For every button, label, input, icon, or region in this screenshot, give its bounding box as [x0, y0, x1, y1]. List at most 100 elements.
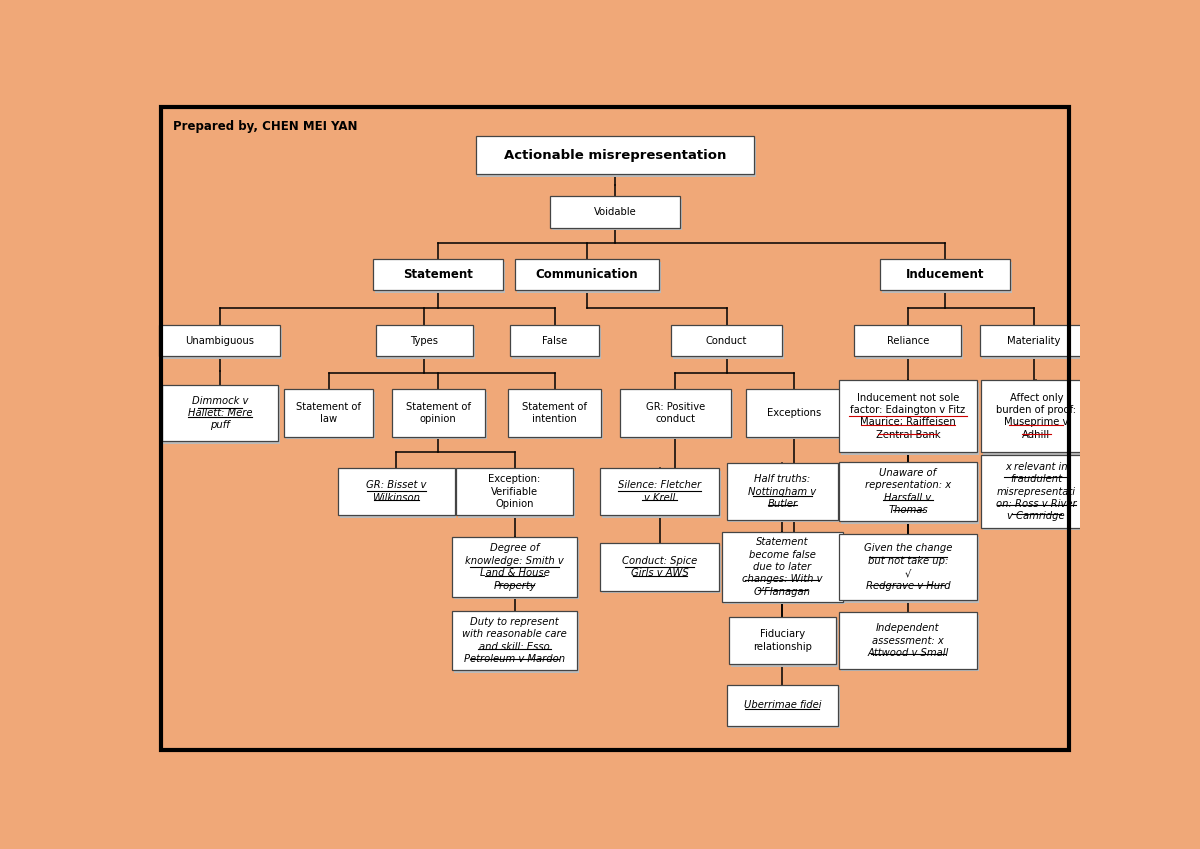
FancyBboxPatch shape	[552, 199, 682, 230]
FancyBboxPatch shape	[394, 392, 487, 439]
FancyBboxPatch shape	[839, 612, 977, 669]
FancyBboxPatch shape	[512, 328, 600, 359]
FancyBboxPatch shape	[619, 390, 731, 436]
FancyBboxPatch shape	[622, 392, 733, 439]
FancyBboxPatch shape	[983, 458, 1093, 531]
Text: Silence: Fletcher
v Krell: Silence: Fletcher v Krell	[618, 481, 701, 503]
FancyBboxPatch shape	[391, 390, 485, 436]
Text: Unaware of
representation: x
Harsfall v
Thomas: Unaware of representation: x Harsfall v …	[865, 468, 952, 515]
Text: Exceptions: Exceptions	[767, 408, 822, 418]
FancyBboxPatch shape	[161, 328, 282, 359]
Text: Voidable: Voidable	[594, 207, 636, 216]
Text: Dimmock v
Hallett: Mere
puff: Dimmock v Hallett: Mere puff	[187, 396, 252, 430]
Text: Statement of
intention: Statement of intention	[522, 402, 587, 424]
FancyBboxPatch shape	[980, 325, 1087, 357]
Text: Duty to represent
with reasonable care
and skill: Esso
Petroleum v Mardon: Duty to represent with reasonable care a…	[462, 617, 566, 664]
FancyBboxPatch shape	[839, 534, 977, 600]
FancyBboxPatch shape	[517, 261, 661, 293]
Text: Independent
assessment: x
Attwood v Small: Independent assessment: x Attwood v Smal…	[868, 623, 948, 658]
FancyBboxPatch shape	[338, 468, 455, 515]
Text: Reliance: Reliance	[887, 335, 929, 346]
FancyBboxPatch shape	[982, 380, 1091, 453]
FancyBboxPatch shape	[475, 137, 755, 174]
FancyBboxPatch shape	[373, 259, 504, 290]
Text: Actionable misrepresentation: Actionable misrepresentation	[504, 149, 726, 162]
FancyBboxPatch shape	[550, 196, 680, 228]
FancyBboxPatch shape	[510, 325, 599, 357]
FancyBboxPatch shape	[882, 261, 1012, 293]
FancyBboxPatch shape	[454, 540, 580, 599]
FancyBboxPatch shape	[748, 392, 845, 439]
FancyBboxPatch shape	[600, 543, 719, 591]
FancyBboxPatch shape	[728, 617, 836, 664]
FancyBboxPatch shape	[841, 464, 979, 524]
FancyBboxPatch shape	[673, 328, 785, 359]
Text: Statement: Statement	[403, 268, 473, 281]
FancyBboxPatch shape	[841, 383, 979, 455]
Text: Half truths:
Nottingham v
Butler: Half truths: Nottingham v Butler	[749, 475, 816, 509]
FancyBboxPatch shape	[727, 685, 839, 726]
Text: Affect only
burden of proof:
Museprime v
Adhill: Affect only burden of proof: Museprime v…	[996, 392, 1076, 440]
FancyBboxPatch shape	[982, 328, 1088, 359]
FancyBboxPatch shape	[458, 470, 575, 518]
FancyBboxPatch shape	[880, 259, 1010, 290]
FancyBboxPatch shape	[983, 383, 1093, 455]
Text: Conduct: Spice
Girls v AWS: Conduct: Spice Girls v AWS	[622, 556, 697, 578]
FancyBboxPatch shape	[376, 261, 505, 293]
FancyBboxPatch shape	[376, 325, 473, 357]
Text: Types: Types	[410, 335, 438, 346]
FancyBboxPatch shape	[284, 390, 373, 436]
FancyBboxPatch shape	[600, 468, 719, 515]
Text: Degree of
knowledge: Smith v
Land & House
Property: Degree of knowledge: Smith v Land & Hous…	[466, 543, 564, 591]
FancyBboxPatch shape	[287, 392, 374, 439]
FancyBboxPatch shape	[727, 464, 839, 520]
Text: Statement
become false
due to later
changes: With v
O’Flanagan: Statement become false due to later chan…	[742, 537, 823, 597]
Text: Communication: Communication	[535, 268, 638, 281]
FancyBboxPatch shape	[839, 380, 977, 453]
FancyBboxPatch shape	[602, 546, 721, 593]
Text: Materiality: Materiality	[1007, 335, 1060, 346]
FancyBboxPatch shape	[163, 387, 280, 444]
Text: False: False	[542, 335, 568, 346]
Text: Fiduciary
relationship: Fiduciary relationship	[752, 629, 812, 652]
Text: Given the change
but not take up:
√
Redgrave v Hurd: Given the change but not take up: √ Redg…	[864, 543, 952, 591]
FancyBboxPatch shape	[456, 468, 572, 515]
FancyBboxPatch shape	[451, 537, 577, 597]
FancyBboxPatch shape	[724, 535, 845, 604]
FancyBboxPatch shape	[162, 385, 278, 441]
FancyBboxPatch shape	[857, 328, 964, 359]
Text: Uberrimae fidei: Uberrimae fidei	[744, 700, 821, 711]
FancyBboxPatch shape	[515, 259, 659, 290]
FancyBboxPatch shape	[451, 610, 577, 671]
FancyBboxPatch shape	[671, 325, 782, 357]
Text: GR: Positive
conduct: GR: Positive conduct	[646, 402, 706, 424]
FancyBboxPatch shape	[160, 325, 281, 357]
FancyBboxPatch shape	[478, 139, 756, 177]
FancyBboxPatch shape	[839, 462, 977, 521]
FancyBboxPatch shape	[745, 390, 844, 436]
FancyBboxPatch shape	[728, 466, 840, 522]
Text: Exception:
Verifiable
Opinion: Exception: Verifiable Opinion	[488, 475, 541, 509]
FancyBboxPatch shape	[841, 615, 979, 672]
FancyBboxPatch shape	[728, 688, 840, 728]
FancyBboxPatch shape	[722, 532, 842, 602]
FancyBboxPatch shape	[854, 325, 961, 357]
Text: Inducement not sole
factor: Edaington v Fitz
Maurice; Raiffeisen
Zentral Bank: Inducement not sole factor: Edaington v …	[851, 392, 966, 440]
Text: x relevant in
fraudulent
misrepresentati
on: Ross v River
v Camridge: x relevant in fraudulent misrepresentati…	[996, 462, 1076, 521]
Text: Inducement: Inducement	[906, 268, 984, 281]
Text: Statement of
law: Statement of law	[296, 402, 361, 424]
FancyBboxPatch shape	[377, 328, 475, 359]
Text: Unambiguous: Unambiguous	[185, 335, 254, 346]
FancyBboxPatch shape	[731, 620, 838, 666]
FancyBboxPatch shape	[454, 613, 580, 673]
FancyBboxPatch shape	[841, 537, 979, 603]
FancyBboxPatch shape	[602, 470, 721, 518]
Text: GR: Bisset v
Wilkinson: GR: Bisset v Wilkinson	[366, 481, 427, 503]
Text: Statement of
opinion: Statement of opinion	[406, 402, 470, 424]
Text: Prepared by, CHEN MEI YAN: Prepared by, CHEN MEI YAN	[173, 121, 358, 133]
FancyBboxPatch shape	[508, 390, 601, 436]
Text: Conduct: Conduct	[706, 335, 748, 346]
FancyBboxPatch shape	[982, 455, 1091, 528]
FancyBboxPatch shape	[510, 392, 602, 439]
FancyBboxPatch shape	[340, 470, 456, 518]
